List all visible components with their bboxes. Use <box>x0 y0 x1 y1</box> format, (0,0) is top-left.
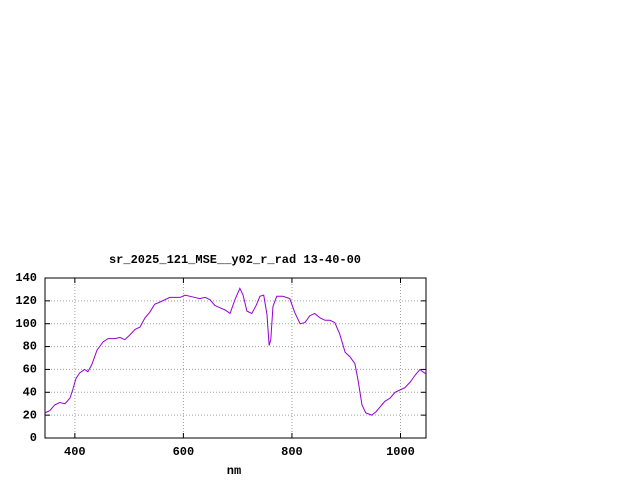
y-tick-label: 0 <box>30 431 37 445</box>
y-tick-label: 100 <box>15 317 37 331</box>
plot-frame <box>44 277 427 439</box>
chart-title: sr_2025_121_MSE__y02_r_rad 13-40-00 <box>109 253 361 267</box>
y-tick-label: 140 <box>15 271 37 285</box>
y-tick-label: 120 <box>15 294 37 308</box>
data-line <box>44 287 427 416</box>
y-tick-label: 80 <box>23 340 37 354</box>
x-tick-label: 800 <box>281 445 303 459</box>
y-tick-label: 60 <box>23 363 37 377</box>
x-axis-label: nm <box>227 464 241 478</box>
y-tick-label: 20 <box>23 408 37 422</box>
y-tick-label: 40 <box>23 385 37 399</box>
x-tick-label: 1000 <box>386 445 415 459</box>
x-tick-label: 600 <box>173 445 195 459</box>
x-tick-label: 400 <box>64 445 86 459</box>
